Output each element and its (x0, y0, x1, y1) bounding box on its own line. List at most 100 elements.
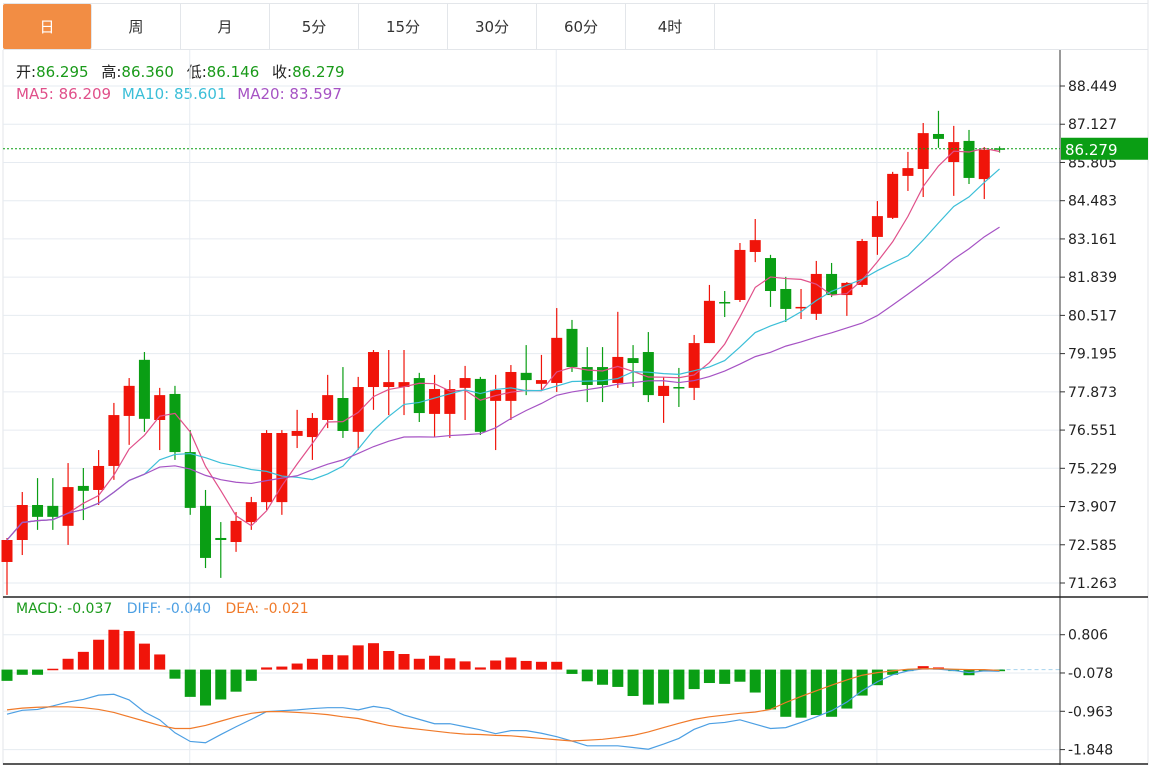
candle (917, 122, 929, 198)
macd-bar (688, 669, 700, 690)
candle (627, 345, 639, 388)
candle (444, 380, 456, 438)
ma-legend: MA5: 86.209 MA10: 85.601 MA20: 83.597 (16, 85, 342, 103)
ma5-value: 86.209 (58, 85, 112, 103)
candle (719, 291, 731, 318)
candle (47, 478, 59, 530)
candle-body (612, 356, 624, 383)
macd-bar (566, 669, 578, 674)
tab-7[interactable]: 4时 (626, 4, 715, 49)
macd-bar (169, 669, 181, 679)
tab-0[interactable]: 日 (3, 4, 92, 49)
macd-bar (261, 667, 273, 670)
macd-y-tick-label: -1.848 (1068, 743, 1113, 759)
macd-bar (841, 669, 853, 709)
candle-body (429, 389, 441, 414)
candle (658, 376, 670, 423)
candle-body (871, 216, 883, 237)
low-value: 86.146 (206, 63, 260, 81)
macd-bar (658, 669, 670, 704)
macd-bar (1, 669, 13, 681)
macd-bar (444, 658, 456, 670)
candle-body (841, 282, 853, 296)
candle (322, 374, 334, 429)
candle-body (902, 168, 914, 176)
candle (337, 367, 349, 438)
macd-bar (581, 669, 593, 682)
macd-bar (749, 669, 761, 693)
ma5-label: MA5: (16, 85, 54, 103)
candle-body (93, 465, 105, 490)
candle (734, 243, 746, 302)
candle-body (932, 133, 944, 139)
candle-body (138, 359, 150, 419)
candle-body (337, 398, 349, 431)
candle-body (887, 173, 899, 218)
y-tick-label: 71.263 (1068, 576, 1117, 592)
candle-body (795, 306, 807, 309)
candle (490, 374, 502, 451)
candle-body (917, 133, 929, 169)
tab-6[interactable]: 60分 (537, 4, 626, 49)
macd-bar (16, 669, 28, 675)
candle (978, 146, 990, 200)
tab-1[interactable]: 周 (92, 4, 181, 49)
candle-body (978, 149, 990, 180)
candle (841, 282, 853, 316)
candle (367, 350, 379, 410)
macd-bar (352, 645, 364, 670)
candle-body (963, 140, 975, 178)
candle (994, 146, 1006, 153)
tab-4[interactable]: 15分 (359, 4, 448, 49)
macd-bar (871, 669, 883, 686)
candle (963, 129, 975, 185)
candle (200, 489, 212, 569)
candle-body (77, 485, 89, 491)
ma20-label: MA20: (237, 85, 285, 103)
candle-body (627, 358, 639, 364)
candle (932, 110, 944, 148)
candle-body (673, 387, 685, 389)
macd-legend: MACD: -0.037 DIFF: -0.040 DEA: -0.021 (16, 601, 309, 617)
tab-2[interactable]: 月 (181, 4, 270, 49)
macd-bar (184, 669, 196, 697)
candle-body (566, 328, 578, 368)
candle-body (383, 382, 395, 388)
candle (535, 354, 547, 390)
candle-body (459, 378, 471, 388)
candle-body (184, 452, 196, 508)
candle (138, 352, 150, 432)
ma10-label: MA10: (121, 85, 170, 103)
candle-body (780, 288, 792, 309)
candle-body (261, 432, 273, 503)
low-label: 低: (186, 63, 207, 81)
macd-bar (337, 655, 349, 670)
macd-bar (612, 669, 624, 687)
ma20-line (6, 226, 1000, 541)
candle (887, 171, 899, 219)
candle (795, 288, 807, 320)
candle (520, 345, 532, 396)
candle (581, 347, 593, 403)
macd-bar (551, 661, 563, 670)
ma5-line (6, 147, 1000, 541)
candle (306, 413, 318, 460)
candle-body (108, 415, 120, 466)
ma20-value: 83.597 (289, 85, 342, 103)
macd-bar (520, 660, 532, 670)
candle (184, 430, 196, 515)
candle-body (765, 258, 776, 292)
candle (642, 332, 654, 403)
tab-5[interactable]: 30分 (448, 4, 537, 49)
macd-bar (200, 669, 212, 706)
tab-3[interactable]: 5分 (270, 4, 359, 49)
candle (352, 376, 364, 451)
candle-body (200, 505, 212, 558)
candle (245, 496, 257, 530)
candle (230, 511, 242, 552)
macd-bar (322, 654, 334, 670)
candle (93, 450, 105, 506)
candle-body (169, 393, 181, 453)
macd-bar (367, 643, 379, 670)
